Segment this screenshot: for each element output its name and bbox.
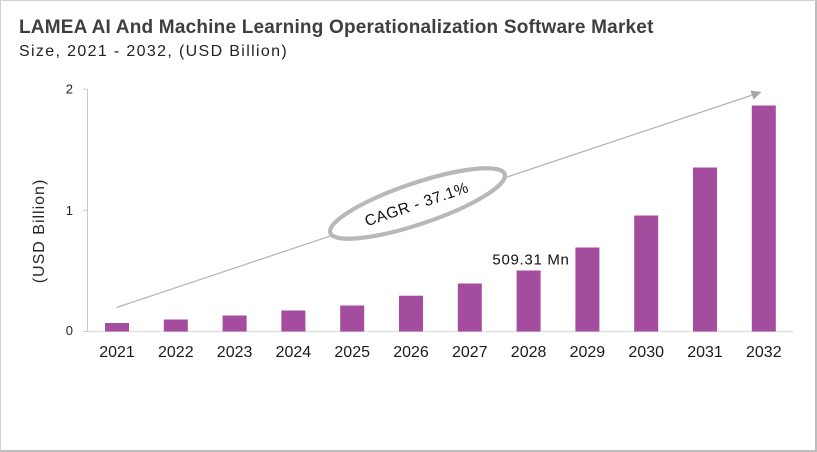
svg-text:2023: 2023 [217, 344, 253, 361]
svg-text:2027: 2027 [452, 344, 488, 361]
svg-text:1: 1 [66, 203, 73, 218]
svg-text:2028: 2028 [511, 344, 547, 361]
svg-text:0: 0 [66, 323, 73, 338]
svg-text:(USD Billion): (USD Billion) [31, 179, 48, 284]
svg-text:2031: 2031 [687, 344, 723, 361]
svg-text:2024: 2024 [276, 344, 312, 361]
svg-text:2025: 2025 [334, 344, 370, 361]
svg-text:2026: 2026 [393, 344, 429, 361]
svg-text:509.31 Mn: 509.31 Mn [492, 252, 569, 269]
svg-text:2022: 2022 [158, 344, 194, 361]
svg-text:2029: 2029 [570, 344, 606, 361]
svg-text:2021: 2021 [99, 344, 135, 361]
svg-text:2: 2 [66, 82, 73, 97]
svg-text:2030: 2030 [628, 344, 664, 361]
svg-text:2032: 2032 [746, 344, 782, 361]
